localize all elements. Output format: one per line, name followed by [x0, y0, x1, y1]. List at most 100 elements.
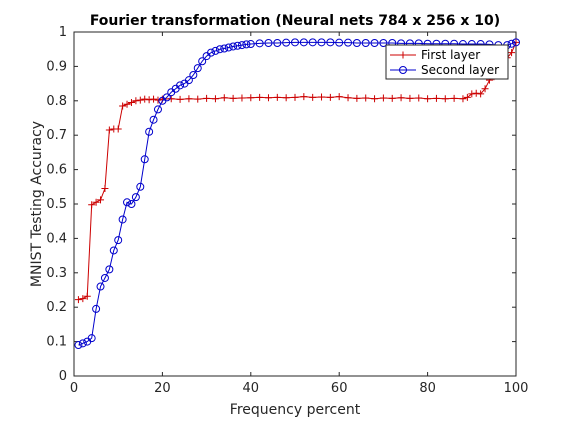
series-0-point-38 — [326, 93, 334, 101]
series-0-point-40 — [344, 94, 352, 102]
plot-area: 0 20 40 60 80 100 0 0.1 0.2 0.3 0.4 0.5 0.6 0.7 0.8 0.9… — [46, 25, 528, 396]
series-0-point-25 — [211, 95, 219, 103]
series-0-point-28 — [238, 94, 246, 102]
legend-marker-0 — [399, 51, 407, 59]
series-0-point-44 — [379, 94, 387, 102]
series-0-point-58 — [481, 85, 489, 93]
series-1-point-49 — [335, 38, 344, 47]
series-0-point-48 — [415, 94, 423, 102]
series-1-point-18 — [153, 105, 162, 114]
series-1-point-28 — [198, 57, 207, 66]
series-1-point-3 — [87, 334, 96, 343]
series-0-point-51 — [441, 95, 449, 103]
series-1-point-0 — [74, 341, 83, 350]
y-tick-label-7: 0.7 — [46, 128, 67, 143]
series-0-point-42 — [362, 94, 370, 102]
series-0-point-33 — [282, 94, 290, 102]
series-0-point-47 — [406, 94, 414, 102]
series-1-point-8 — [109, 246, 118, 255]
series-1-point-43 — [282, 38, 291, 47]
series-1-point-14 — [136, 182, 145, 191]
series-0-point-7 — [105, 126, 113, 134]
series-1-point-13 — [131, 193, 140, 202]
x-tick-label-2: 40 — [243, 381, 260, 396]
series-1-point-30 — [207, 48, 216, 57]
series-0-point-6 — [101, 185, 109, 193]
series-1-point-31 — [211, 46, 220, 55]
series-0-point-1 — [79, 295, 87, 303]
series-0-point-52 — [450, 94, 458, 102]
series-0-point-11 — [123, 100, 131, 108]
series-0-point-49 — [424, 95, 432, 103]
y-tick-label-2: 0.2 — [46, 300, 67, 315]
series-0-point-46 — [397, 94, 405, 102]
series-0-point-10 — [119, 102, 127, 110]
series-1-point-45 — [299, 38, 308, 47]
series-1-point-34 — [224, 43, 233, 52]
series-0-point-32 — [273, 93, 281, 101]
series-1-point-5 — [96, 282, 105, 291]
series-1-point-11 — [123, 198, 132, 207]
series-0-point-12 — [127, 99, 135, 107]
series-1-point-6 — [100, 273, 109, 282]
series-1-point-10 — [118, 215, 127, 224]
series-0-point-20 — [167, 95, 175, 103]
series-0-point-17 — [150, 95, 158, 103]
chart-title: Fourier transformation (Neural nets 784 … — [90, 13, 500, 29]
series-1-point-42 — [273, 39, 282, 48]
series-1-point-7 — [105, 265, 114, 274]
y-tick-label-6: 0.6 — [46, 163, 67, 178]
series-1-point-33 — [220, 44, 229, 53]
series-1-point-20 — [162, 93, 171, 102]
legend-label-1: Second layer — [421, 63, 499, 77]
series-1-point-41 — [264, 39, 273, 48]
series-1-point-25 — [184, 76, 193, 85]
series-0-line — [78, 42, 517, 301]
series-1-point-35 — [229, 42, 238, 51]
axes-box — [73, 31, 517, 377]
series-1-point-69 — [507, 39, 516, 48]
series-1-point-37 — [237, 41, 246, 50]
y-tick-label-5: 0.5 — [46, 197, 67, 212]
y-tick-label-10: 1 — [59, 25, 67, 40]
series-0-point-21 — [176, 95, 184, 103]
series-0-point-55 — [468, 90, 476, 98]
series-0-point-18 — [154, 96, 162, 104]
series-1-point-38 — [242, 40, 251, 49]
series-1-point-52 — [361, 39, 370, 48]
x-axis-label: Frequency percent — [230, 402, 361, 418]
legend-label-0: First layer — [421, 48, 480, 62]
series-1-point-1 — [78, 339, 87, 348]
series-0-point-45 — [388, 94, 396, 102]
series-0-point-0 — [74, 296, 82, 304]
series-0-point-24 — [203, 94, 211, 102]
series-1-point-4 — [92, 304, 101, 313]
series-0-point-56 — [472, 89, 480, 97]
series-0-point-23 — [194, 95, 202, 103]
series-1-point-17 — [149, 115, 158, 124]
series-0-point-41 — [353, 94, 361, 102]
x-tick-label-4: 80 — [419, 381, 436, 396]
series-1-line — [78, 41, 517, 346]
series-1-point-44 — [291, 38, 299, 47]
series-0-point-14 — [136, 96, 144, 104]
series-0-point-15 — [141, 95, 149, 103]
series-1-point-40 — [255, 39, 264, 48]
series-1-point-12 — [127, 200, 136, 208]
series-1-point-54 — [379, 39, 388, 48]
series-1-point-51 — [352, 39, 361, 48]
series-0-point-53 — [459, 95, 467, 103]
series-0-point-39 — [335, 93, 343, 101]
series-0-point-54 — [463, 93, 471, 101]
series-0-point-31 — [264, 94, 272, 102]
series-0-point-26 — [220, 94, 228, 102]
y-tick-label-0: 0 — [59, 369, 67, 384]
series-0-point-13 — [132, 97, 140, 105]
y-tick-label-4: 0.4 — [46, 231, 67, 246]
series-1-point-27 — [193, 64, 202, 73]
series-1-point-48 — [326, 38, 335, 47]
series-0-point-64 — [508, 49, 516, 57]
series-1-point-46 — [308, 38, 317, 47]
